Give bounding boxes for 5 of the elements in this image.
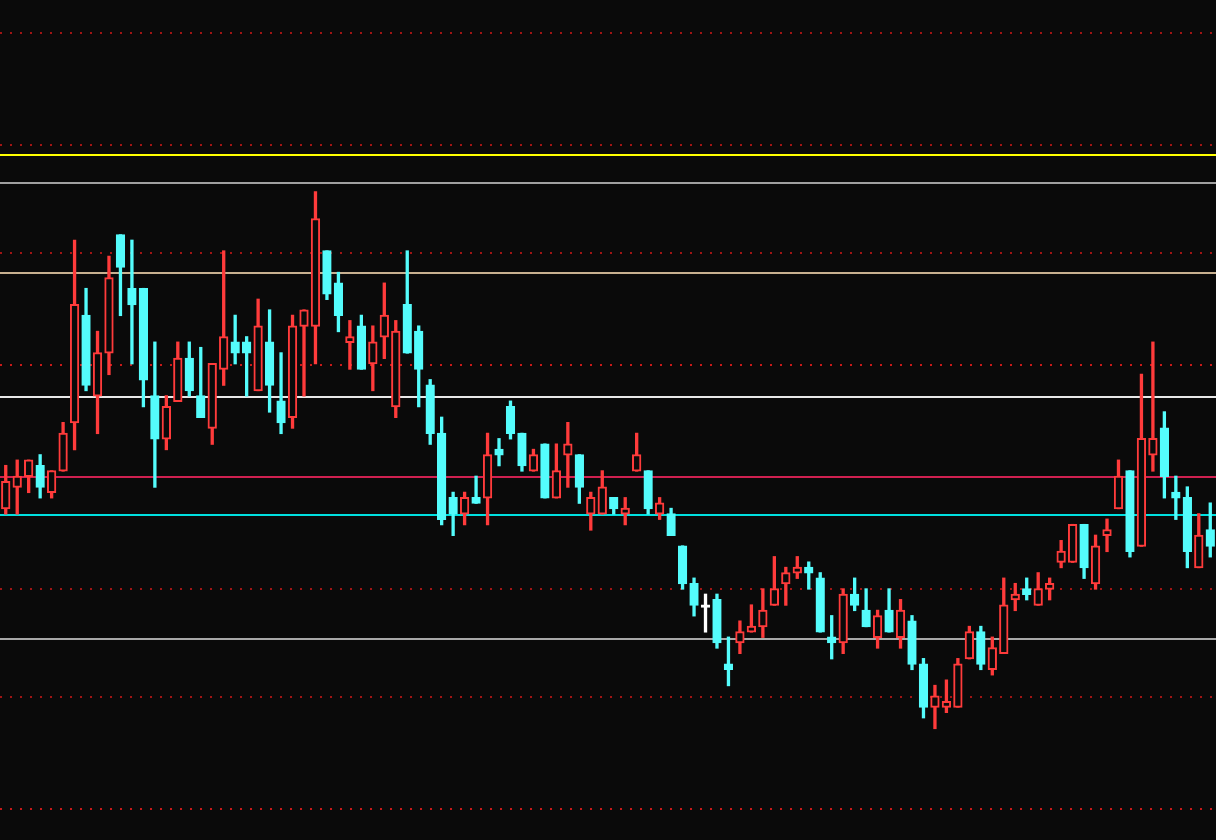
candlestick: [471, 475, 481, 504]
candlestick: [345, 320, 355, 370]
candlestick: [1102, 518, 1112, 553]
candlestick: [494, 438, 504, 467]
candlestick: [563, 422, 573, 488]
